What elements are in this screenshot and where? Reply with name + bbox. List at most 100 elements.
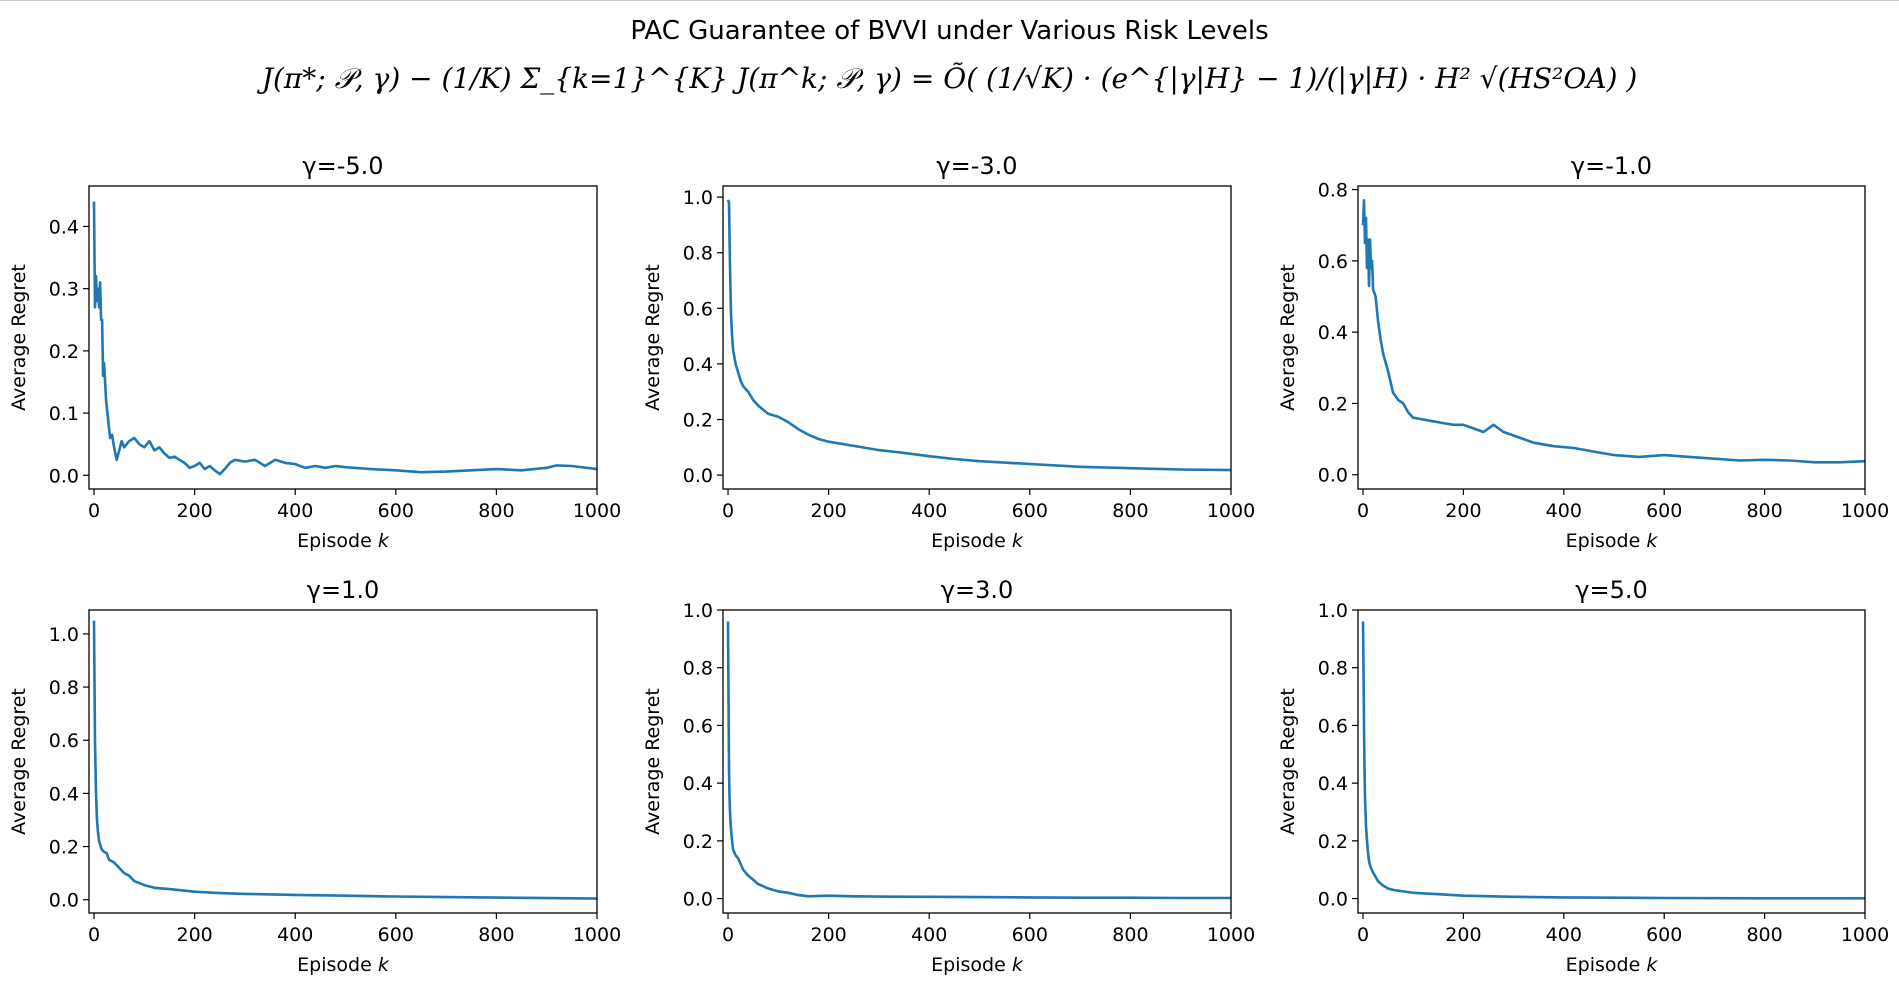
x-tick-label: 1000: [573, 924, 621, 946]
y-tick-label: 0.2: [1318, 393, 1348, 415]
x-tick-label: 400: [1546, 924, 1582, 946]
y-tick-label: 0.8: [683, 658, 713, 680]
x-axis-label: Episode k: [297, 530, 390, 552]
x-tick-label: 1000: [1207, 500, 1255, 522]
axes-frame: [88, 185, 598, 490]
y-axis-label: Average Regret: [1277, 264, 1299, 411]
series-line: [1361, 199, 1866, 464]
subplot-title: γ=1.0: [307, 576, 379, 604]
x-tick-label: 0: [722, 924, 734, 946]
y-tick-label: 0.4: [49, 216, 79, 238]
subplot-2: γ=-3.0 0 200 400 600 800 1000 0.0 0.2 0.4 0.6 0.8 1.…: [642, 152, 1255, 552]
y-axis-label: Average Regret: [642, 264, 664, 411]
y-tick-label: 0.8: [1318, 658, 1348, 680]
x-axis-label: Episode k: [1566, 954, 1659, 976]
y-tick-label: 0.0: [683, 465, 713, 487]
x-tick-label: 1000: [1841, 924, 1889, 946]
subplot-6: γ=5.0 0 200 400 600 800 1000 0.0 0.2 0.4 0.6 0.8 1.0…: [1277, 576, 1889, 976]
axes-frame: [722, 609, 1232, 914]
x-tick-label: 400: [911, 924, 947, 946]
y-tick-label: 0.6: [49, 730, 79, 752]
y-tick-label: 0.3: [49, 279, 79, 301]
x-tick-label: 600: [1012, 500, 1048, 522]
subplot-5: γ=3.0 0 200 400 600 800 1000 0.0 0.2 0.4 0.6 0.8 1.0…: [642, 576, 1255, 976]
y-tick-label: 0.2: [1318, 831, 1348, 853]
x-tick-label: 800: [478, 500, 514, 522]
y-tick-label: 0.0: [49, 890, 79, 912]
series-line: [92, 620, 598, 900]
x-tick-label: 0: [1357, 500, 1369, 522]
y-axis-label: Average Regret: [8, 264, 30, 411]
y-axis-label: Average Regret: [8, 688, 30, 835]
y-tick-label: 0.6: [683, 715, 713, 737]
top-border: [0, 0, 1899, 1]
subplot-1: γ=-5.0 0 200 400 600 800 1000 0.0 0.1 0.2 0.3 0.4 Ep…: [8, 152, 621, 552]
x-tick-label: 1000: [1207, 924, 1255, 946]
x-tick-label: 200: [810, 924, 846, 946]
x-tick-label: 0: [722, 500, 734, 522]
x-axis-label: Episode k: [297, 954, 390, 976]
y-axis-label: Average Regret: [642, 688, 664, 835]
y-tick-label: 0.2: [49, 341, 79, 363]
series-line: [726, 199, 1232, 472]
y-tick-label: 0.8: [683, 243, 713, 265]
y-tick-label: 0.4: [1318, 773, 1348, 795]
y-tick-label: 1.0: [683, 187, 713, 209]
figure-title: PAC Guarantee of BVVI under Various Risk…: [630, 16, 1269, 46]
x-tick-label: 200: [810, 500, 846, 522]
y-tick-label: 1.0: [683, 600, 713, 622]
x-tick-label: 800: [478, 924, 514, 946]
x-tick-label: 200: [176, 500, 212, 522]
y-tick-label: 0.4: [683, 354, 713, 376]
x-tick-label: 600: [378, 924, 414, 946]
x-tick-label: 0: [88, 924, 100, 946]
y-tick-label: 0.2: [683, 831, 713, 853]
y-tick-label: 0.0: [683, 889, 713, 911]
x-tick-label: 200: [176, 924, 212, 946]
y-tick-label: 0.4: [1318, 322, 1348, 344]
series-line: [1361, 621, 1865, 900]
y-tick-label: 0.6: [1318, 715, 1348, 737]
x-tick-label: 800: [1112, 500, 1148, 522]
y-tick-label: 1.0: [1318, 600, 1348, 622]
subplot-title: γ=-5.0: [302, 152, 383, 180]
x-tick-label: 400: [911, 500, 947, 522]
figure-formula: J(π*; 𝒫, γ) − (1/K) Σ_{k=1}^{K} J(π^k; 𝒫…: [0, 62, 1899, 96]
y-tick-label: 0.6: [1318, 251, 1348, 273]
y-axis-label: Average Regret: [1277, 688, 1299, 835]
subplot-3: γ=-1.0 0 200 400 600 800 1000 0.0 0.2 0.4 0.6 0.8 Ep…: [1277, 152, 1889, 552]
y-tick-label: 0.0: [1318, 465, 1348, 487]
x-axis-label: Episode k: [931, 954, 1024, 976]
y-tick-label: 1.0: [49, 624, 79, 646]
y-tick-label: 0.0: [49, 465, 79, 487]
y-tick-label: 0.4: [49, 783, 79, 805]
axes-frame: [1357, 185, 1866, 490]
x-tick-label: 800: [1746, 500, 1782, 522]
axes-frame: [88, 609, 598, 914]
x-tick-label: 200: [1445, 500, 1481, 522]
x-tick-label: 600: [1646, 500, 1682, 522]
x-axis-label: Episode k: [931, 530, 1024, 552]
subplot-title: γ=-1.0: [1571, 152, 1652, 180]
y-tick-label: 0.0: [1318, 889, 1348, 911]
formula-text: J(π*; 𝒫, γ) − (1/K) Σ_{k=1}^{K} J(π^k; 𝒫…: [261, 62, 1638, 95]
x-tick-label: 800: [1112, 924, 1148, 946]
y-tick-label: 0.2: [49, 837, 79, 859]
y-tick-label: 0.1: [49, 403, 79, 425]
x-tick-label: 1000: [573, 500, 621, 522]
y-tick-label: 0.2: [683, 410, 713, 432]
series-line: [726, 621, 1231, 900]
x-tick-label: 0: [1357, 924, 1369, 946]
x-tick-label: 0: [88, 500, 100, 522]
x-tick-label: 800: [1746, 924, 1782, 946]
subplot-title: γ=5.0: [1575, 576, 1647, 604]
x-tick-label: 400: [277, 500, 313, 522]
x-tick-label: 600: [1646, 924, 1682, 946]
subplot-title: γ=3.0: [941, 576, 1013, 604]
series-line: [92, 201, 598, 476]
subplot-4: γ=1.0 0 200 400 600 800 1000 0.0 0.2 0.4 0.6 0.8 1.0…: [8, 576, 621, 976]
subplot-title: γ=-3.0: [936, 152, 1017, 180]
y-tick-label: 0.4: [683, 773, 713, 795]
y-tick-label: 0.6: [683, 298, 713, 320]
